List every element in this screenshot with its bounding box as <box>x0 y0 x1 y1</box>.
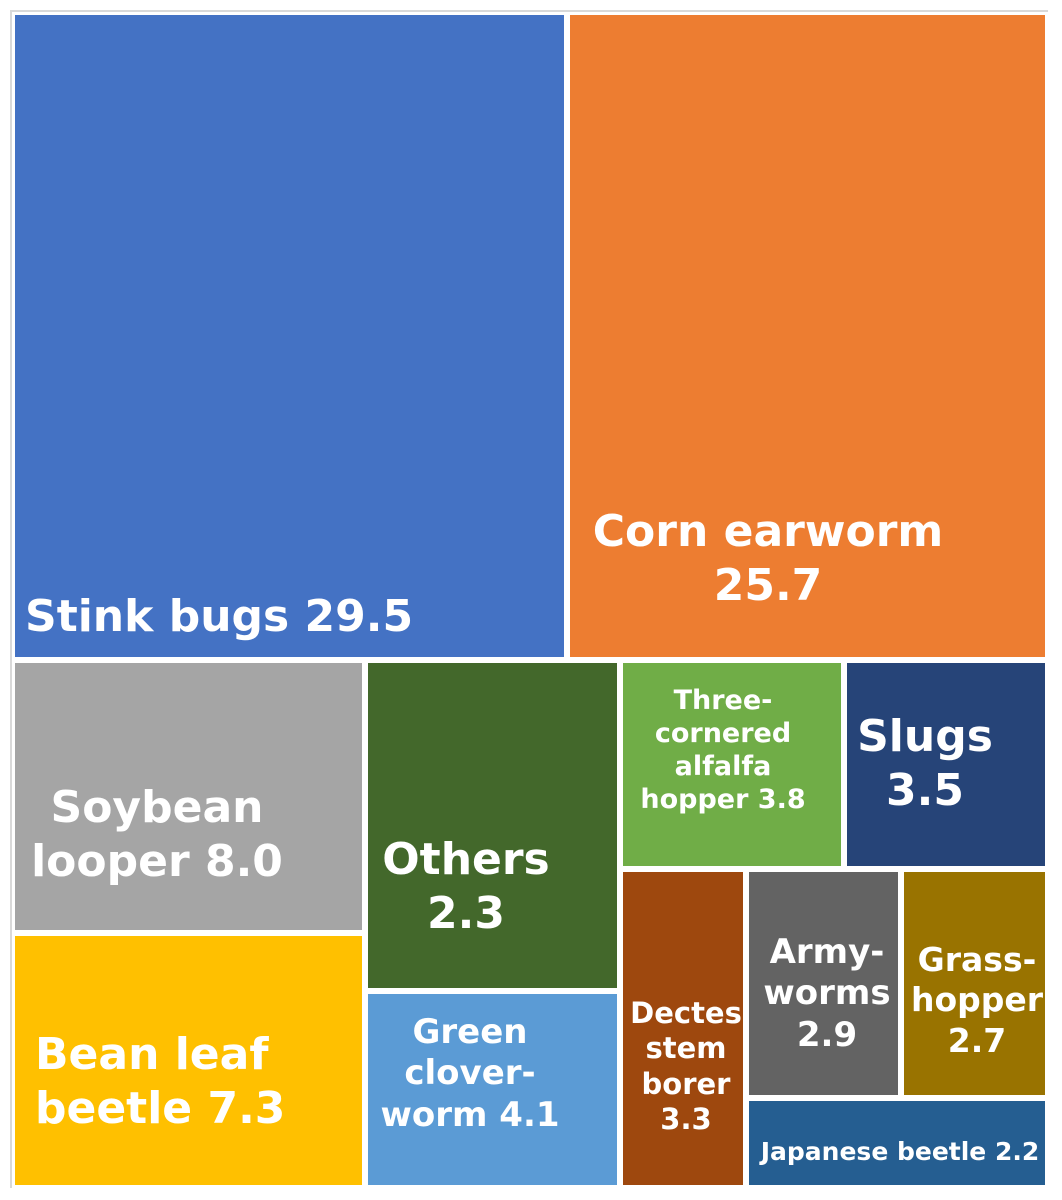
treemap-tile-others: Others 2.3 <box>365 660 620 991</box>
treemap-tile-three-cornered-alfalfa-hopper: Three- cornered alfalfa hopper 3.8 <box>620 660 844 869</box>
treemap-tile-soybean-looper: Soybean looper 8.0 <box>12 660 365 933</box>
treemap-tile-green-cloverworm: Green clover- worm 4.1 <box>365 991 620 1188</box>
treemap-label-others: Others 2.3 <box>382 834 550 939</box>
treemap-chart: Stink bugs 29.5 Corn earworm 25.7 Soybean … <box>10 10 1048 1188</box>
treemap-label-japanese-beetle: Japanese beetle 2.2 <box>760 1137 1040 1166</box>
treemap-tile-stink-bugs: Stink bugs 29.5 <box>12 12 567 660</box>
treemap-tile-armyworms: Army- worms 2.9 <box>746 869 901 1098</box>
treemap-tile-grasshopper: Grass- hopper 2.7 <box>901 869 1048 1098</box>
treemap-label-bean-leaf-beetle: Bean leaf beetle 7.3 <box>35 1029 286 1134</box>
treemap-label-dectes-stem-borer: Dectes stem borer 3.3 <box>630 996 742 1137</box>
treemap-label-grasshopper: Grass- hopper 2.7 <box>910 940 1044 1060</box>
treemap-label-soybean-looper: Soybean looper 8.0 <box>31 782 283 887</box>
treemap-label-corn-earworm: Corn earworm 25.7 <box>592 506 944 611</box>
treemap-label-slugs: Slugs 3.5 <box>857 711 993 816</box>
treemap-label-green-cloverworm: Green clover- worm 4.1 <box>380 1012 560 1135</box>
treemap-tile-japanese-beetle: Japanese beetle 2.2 <box>746 1098 1048 1188</box>
treemap-label-armyworms: Army- worms 2.9 <box>763 932 891 1055</box>
treemap-tile-dectes-stem-borer: Dectes stem borer 3.3 <box>620 869 746 1188</box>
treemap-label-stink-bugs: Stink bugs 29.5 <box>25 591 414 642</box>
treemap-tile-corn-earworm: Corn earworm 25.7 <box>567 12 1048 660</box>
treemap-tile-bean-leaf-beetle: Bean leaf beetle 7.3 <box>12 933 365 1188</box>
treemap-tile-slugs: Slugs 3.5 <box>844 660 1048 869</box>
treemap-label-three-cornered-alfalfa-hopper: Three- cornered alfalfa hopper 3.8 <box>640 685 806 815</box>
